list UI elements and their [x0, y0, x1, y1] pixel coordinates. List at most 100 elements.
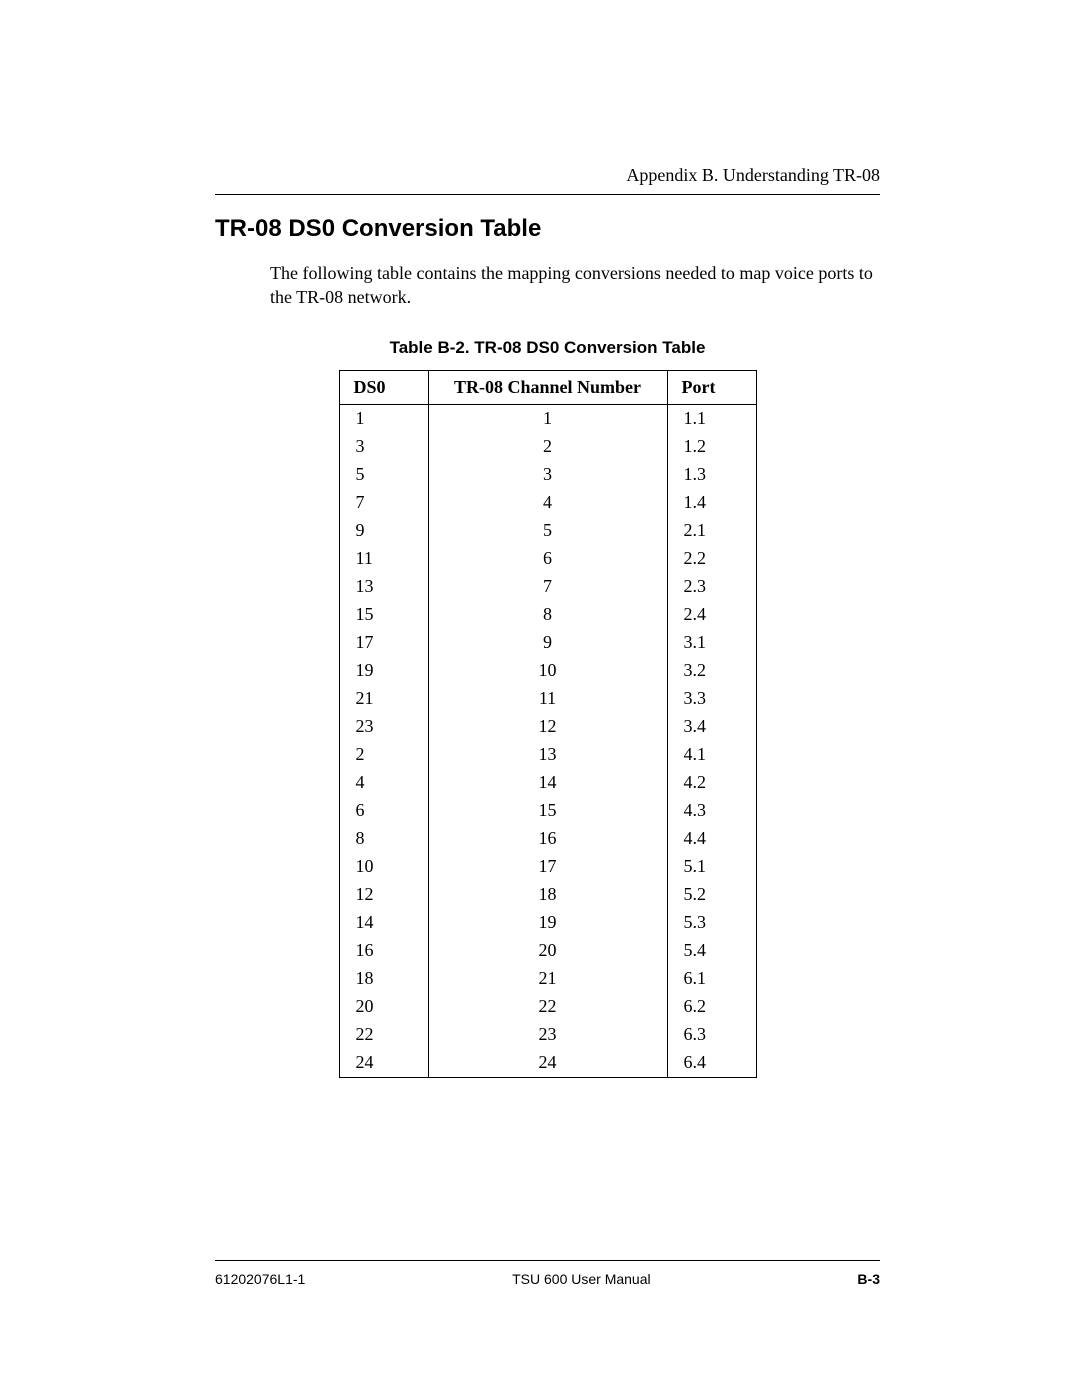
cell-port: 6.4 [667, 1049, 756, 1078]
cell-ds0: 15 [339, 601, 428, 629]
table-row: 22236.3 [339, 1021, 756, 1049]
table-row: 531.3 [339, 461, 756, 489]
header-rule [215, 194, 880, 195]
cell-channel: 9 [428, 629, 667, 657]
cell-ds0: 12 [339, 881, 428, 909]
cell-channel: 4 [428, 489, 667, 517]
cell-port: 4.4 [667, 825, 756, 853]
footer-right: B-3 [857, 1271, 880, 1287]
cell-channel: 6 [428, 545, 667, 573]
cell-channel: 23 [428, 1021, 667, 1049]
table-row: 321.2 [339, 433, 756, 461]
conversion-table: DS0 TR-08 Channel Number Port 111.1321.2… [339, 370, 757, 1078]
cell-port: 5.3 [667, 909, 756, 937]
table-row: 1793.1 [339, 629, 756, 657]
table-row: 1582.4 [339, 601, 756, 629]
footer-center: TSU 600 User Manual [512, 1271, 651, 1287]
cell-port: 3.4 [667, 713, 756, 741]
cell-port: 2.1 [667, 517, 756, 545]
cell-port: 5.2 [667, 881, 756, 909]
col-header-ds0: DS0 [339, 370, 428, 404]
cell-channel: 1 [428, 404, 667, 433]
document-page: Appendix B. Understanding TR-08 TR-08 DS… [0, 0, 1080, 1397]
footer-row: 61202076L1-1 TSU 600 User Manual B-3 [215, 1271, 880, 1287]
table-row: 2134.1 [339, 741, 756, 769]
cell-channel: 12 [428, 713, 667, 741]
cell-channel: 2 [428, 433, 667, 461]
cell-channel: 17 [428, 853, 667, 881]
cell-port: 1.3 [667, 461, 756, 489]
cell-port: 2.3 [667, 573, 756, 601]
cell-ds0: 7 [339, 489, 428, 517]
cell-channel: 18 [428, 881, 667, 909]
cell-ds0: 2 [339, 741, 428, 769]
cell-port: 3.3 [667, 685, 756, 713]
cell-ds0: 19 [339, 657, 428, 685]
cell-channel: 24 [428, 1049, 667, 1078]
footer-rule [215, 1260, 880, 1261]
cell-port: 1.4 [667, 489, 756, 517]
cell-port: 3.2 [667, 657, 756, 685]
cell-port: 4.1 [667, 741, 756, 769]
cell-ds0: 23 [339, 713, 428, 741]
cell-port: 6.1 [667, 965, 756, 993]
cell-channel: 16 [428, 825, 667, 853]
cell-ds0: 16 [339, 937, 428, 965]
table-row: 1372.3 [339, 573, 756, 601]
table-body: 111.1321.2531.3741.4952.11162.21372.3158… [339, 404, 756, 1077]
cell-ds0: 6 [339, 797, 428, 825]
table-row: 741.4 [339, 489, 756, 517]
header-appendix-line: Appendix B. Understanding TR-08 [215, 165, 880, 186]
cell-ds0: 8 [339, 825, 428, 853]
cell-ds0: 18 [339, 965, 428, 993]
table-row: 20226.2 [339, 993, 756, 1021]
cell-channel: 10 [428, 657, 667, 685]
section-title: TR-08 DS0 Conversion Table [215, 215, 880, 243]
cell-channel: 7 [428, 573, 667, 601]
cell-port: 4.3 [667, 797, 756, 825]
table-row: 1162.2 [339, 545, 756, 573]
cell-ds0: 20 [339, 993, 428, 1021]
cell-channel: 15 [428, 797, 667, 825]
cell-ds0: 14 [339, 909, 428, 937]
cell-ds0: 22 [339, 1021, 428, 1049]
table-row: 23123.4 [339, 713, 756, 741]
table-row: 952.1 [339, 517, 756, 545]
table-row: 4144.2 [339, 769, 756, 797]
cell-channel: 21 [428, 965, 667, 993]
cell-port: 6.3 [667, 1021, 756, 1049]
cell-channel: 8 [428, 601, 667, 629]
table-caption: Table B-2. TR-08 DS0 Conversion Table [215, 338, 880, 358]
cell-port: 3.1 [667, 629, 756, 657]
cell-port: 1.2 [667, 433, 756, 461]
cell-channel: 5 [428, 517, 667, 545]
table-row: 16205.4 [339, 937, 756, 965]
cell-ds0: 13 [339, 573, 428, 601]
col-header-channel: TR-08 Channel Number [428, 370, 667, 404]
cell-port: 4.2 [667, 769, 756, 797]
col-header-port: Port [667, 370, 756, 404]
cell-port: 2.4 [667, 601, 756, 629]
cell-port: 2.2 [667, 545, 756, 573]
table-row: 6154.3 [339, 797, 756, 825]
cell-ds0: 5 [339, 461, 428, 489]
cell-ds0: 3 [339, 433, 428, 461]
cell-channel: 13 [428, 741, 667, 769]
cell-channel: 11 [428, 685, 667, 713]
cell-port: 5.1 [667, 853, 756, 881]
footer-left: 61202076L1-1 [215, 1271, 305, 1287]
table-row: 111.1 [339, 404, 756, 433]
table-row: 24246.4 [339, 1049, 756, 1078]
table-row: 8164.4 [339, 825, 756, 853]
cell-channel: 3 [428, 461, 667, 489]
table-header-row: DS0 TR-08 Channel Number Port [339, 370, 756, 404]
cell-ds0: 17 [339, 629, 428, 657]
table-row: 10175.1 [339, 853, 756, 881]
cell-ds0: 11 [339, 545, 428, 573]
footer: 61202076L1-1 TSU 600 User Manual B-3 [215, 1260, 880, 1287]
table-row: 12185.2 [339, 881, 756, 909]
cell-ds0: 9 [339, 517, 428, 545]
cell-ds0: 4 [339, 769, 428, 797]
section-intro: The following table contains the mapping… [270, 261, 880, 310]
table-row: 21113.3 [339, 685, 756, 713]
